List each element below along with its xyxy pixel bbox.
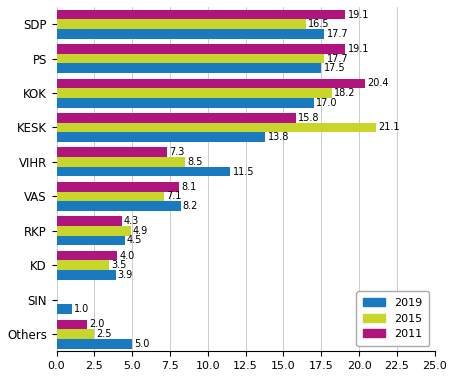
Bar: [57, 54, 324, 64]
Text: 4.9: 4.9: [133, 226, 148, 236]
Text: 19.1: 19.1: [348, 44, 369, 54]
Bar: [57, 182, 179, 192]
Text: 4.0: 4.0: [119, 251, 134, 260]
Text: 2.5: 2.5: [97, 329, 112, 339]
Bar: [57, 44, 345, 54]
Text: 4.5: 4.5: [127, 235, 142, 245]
Text: 1.0: 1.0: [74, 304, 89, 314]
Bar: [57, 192, 164, 201]
Text: 4.3: 4.3: [124, 216, 139, 226]
Text: 21.1: 21.1: [378, 122, 400, 132]
Text: 17.5: 17.5: [324, 63, 345, 73]
Legend: 2019, 2015, 2011: 2019, 2015, 2011: [356, 291, 429, 346]
Text: 5.0: 5.0: [134, 339, 150, 349]
Bar: [57, 216, 122, 226]
Bar: [57, 88, 332, 98]
Bar: [57, 167, 231, 177]
Bar: [57, 157, 185, 167]
Text: 8.1: 8.1: [181, 182, 197, 192]
Text: 18.2: 18.2: [334, 88, 355, 98]
Bar: [57, 98, 314, 107]
Text: 11.5: 11.5: [233, 167, 254, 177]
Text: 16.5: 16.5: [308, 19, 330, 29]
Bar: [57, 305, 72, 314]
Text: 15.8: 15.8: [298, 113, 319, 123]
Text: 13.8: 13.8: [267, 132, 289, 142]
Bar: [57, 29, 324, 39]
Text: 2.0: 2.0: [89, 319, 104, 330]
Bar: [57, 235, 124, 245]
Bar: [57, 329, 94, 339]
Bar: [57, 122, 376, 132]
Text: 17.7: 17.7: [326, 54, 348, 64]
Text: 7.3: 7.3: [169, 147, 185, 157]
Bar: [57, 113, 296, 122]
Bar: [57, 10, 345, 19]
Bar: [57, 147, 167, 157]
Text: 8.5: 8.5: [188, 157, 203, 167]
Text: 7.1: 7.1: [166, 191, 182, 201]
Bar: [57, 251, 117, 260]
Bar: [57, 64, 321, 73]
Bar: [57, 132, 265, 142]
Text: 3.9: 3.9: [118, 270, 133, 280]
Bar: [57, 79, 365, 88]
Bar: [57, 201, 181, 211]
Text: 8.2: 8.2: [183, 201, 198, 211]
Bar: [57, 226, 131, 235]
Text: 17.7: 17.7: [326, 29, 348, 39]
Text: 17.0: 17.0: [316, 98, 337, 108]
Text: 20.4: 20.4: [367, 78, 389, 88]
Bar: [57, 339, 132, 349]
Bar: [57, 270, 115, 280]
Bar: [57, 320, 87, 329]
Bar: [57, 260, 109, 270]
Text: 3.5: 3.5: [112, 260, 127, 270]
Bar: [57, 19, 306, 29]
Text: 19.1: 19.1: [348, 9, 369, 20]
